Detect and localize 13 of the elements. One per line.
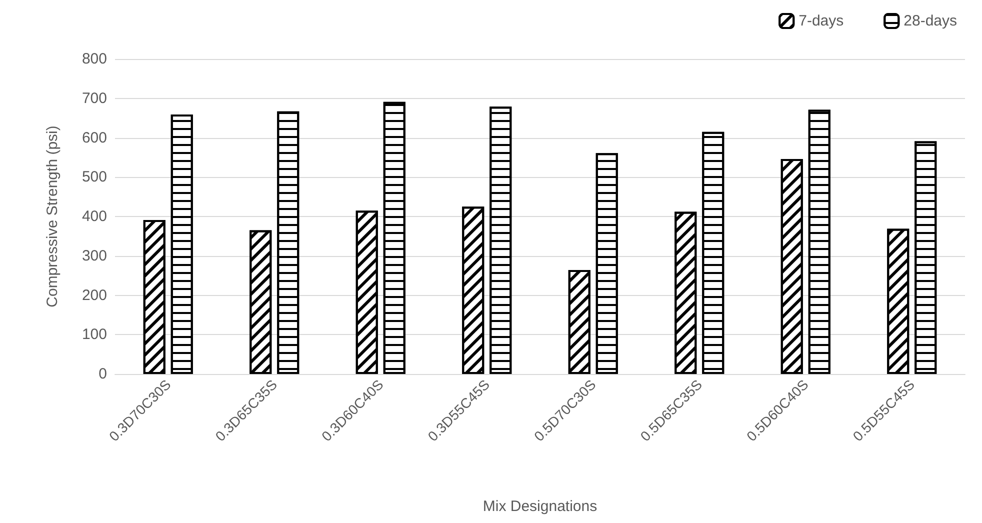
y-tick-label: 100 xyxy=(82,326,107,344)
y-tick-label: 800 xyxy=(82,50,107,68)
legend-label: 7-days xyxy=(798,12,844,30)
y-tick-label: 300 xyxy=(82,247,107,264)
y-tick-label: 400 xyxy=(82,208,107,225)
legend-label: 28-days xyxy=(904,12,958,30)
x-axis-title: Mix Designations xyxy=(482,498,598,515)
y-tick-label: 200 xyxy=(82,286,107,304)
y-tick-label: 500 xyxy=(82,168,107,186)
y-axis-title: Compressive Strength (psi) xyxy=(44,126,61,308)
y-tick-label: 0 xyxy=(98,366,107,382)
y-tick-label: 600 xyxy=(82,129,107,146)
y-tick-label: 700 xyxy=(82,90,107,107)
